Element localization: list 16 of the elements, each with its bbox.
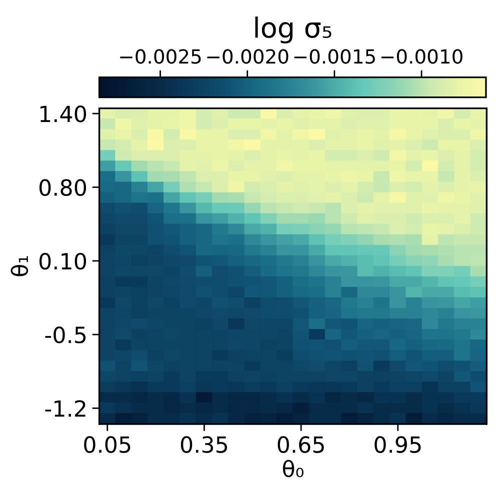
y-tick-label: -1.2 <box>45 400 86 417</box>
y-tick-label: 0.80 <box>39 179 86 196</box>
y-axis-title: θ₁ <box>10 256 28 276</box>
color-bar-label: −0.0025 <box>120 49 201 64</box>
x-tick-label: 0.05 <box>84 436 130 453</box>
color-bar-label: −0.0010 <box>381 49 462 64</box>
y-tick-label: 0.10 <box>39 252 86 270</box>
x-tick-label: 0.35 <box>180 436 228 453</box>
x-tick-label: 0.65 <box>278 436 324 453</box>
x-tick-label: 0.95 <box>374 436 421 453</box>
y-tick-label: -0.5 <box>45 326 86 344</box>
y-tick-label: 1.40 <box>40 106 86 122</box>
x-axis-title: θ₀ <box>282 460 304 478</box>
color-bar-label: −0.0020 <box>207 49 288 64</box>
color-bar-label: −0.0015 <box>294 49 375 64</box>
color-bar-title: log σ₅ <box>255 16 332 44</box>
